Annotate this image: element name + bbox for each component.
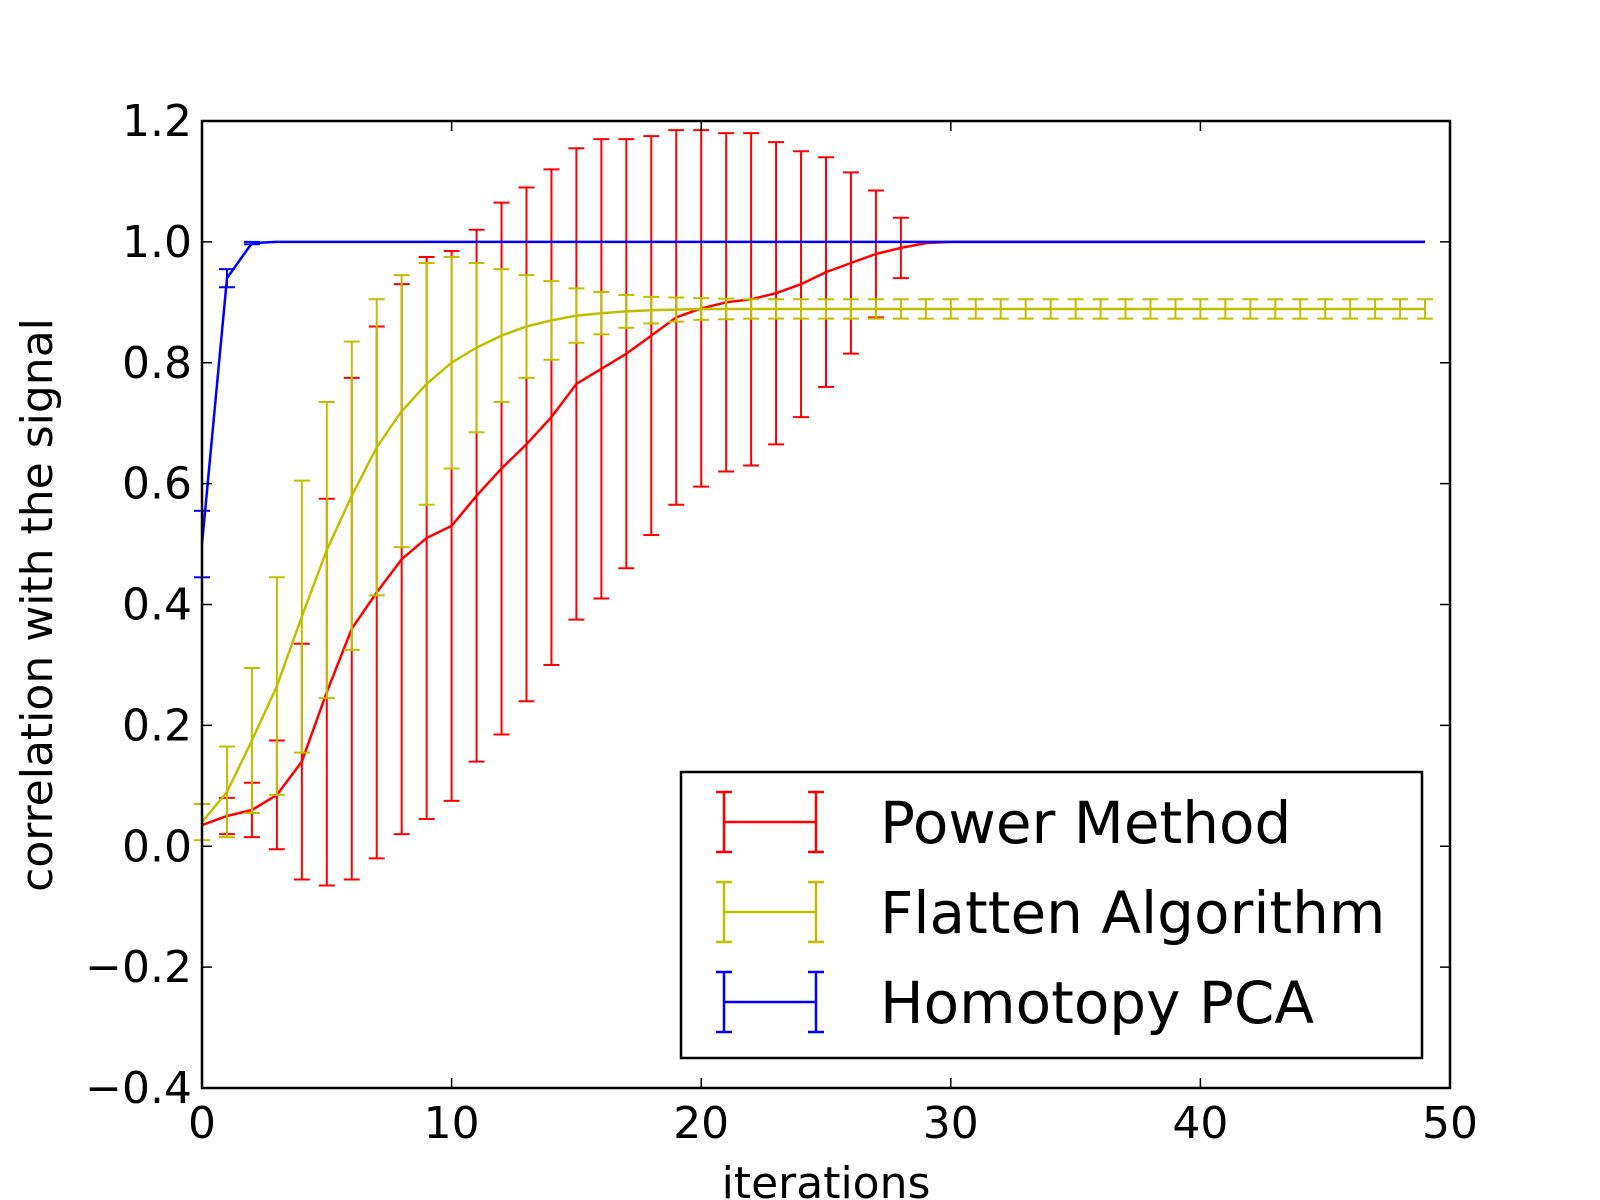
series-line bbox=[201, 307, 1425, 823]
legend-label: Homotopy PCA bbox=[880, 969, 1314, 1037]
x-tick-label: 50 bbox=[1422, 1098, 1478, 1149]
y-tick-label: −0.4 bbox=[85, 1063, 192, 1114]
x-tick-label: 40 bbox=[1172, 1098, 1228, 1149]
y-tick-label: 0.6 bbox=[122, 459, 192, 510]
y-tick-label: 0.0 bbox=[122, 821, 192, 872]
legend-label: Flatten Algorithm bbox=[880, 879, 1385, 947]
x-axis-label: iterations bbox=[722, 1158, 931, 1200]
series-line bbox=[201, 240, 1425, 827]
series-homotopy-pca bbox=[194, 240, 1425, 579]
series-layer bbox=[194, 129, 1434, 887]
legend-box bbox=[679, 770, 1424, 1060]
x-tick-label: 10 bbox=[424, 1098, 480, 1149]
y-axis-label: correlation with the signal bbox=[12, 318, 63, 892]
y-tick-label: 0.8 bbox=[122, 338, 192, 389]
legend-entry: Homotopy PCA bbox=[716, 969, 1314, 1037]
series-line bbox=[200, 240, 1425, 545]
x-tick-label: 30 bbox=[923, 1098, 979, 1149]
y-tick-label: 0.2 bbox=[122, 700, 192, 751]
y-tick-label: 1.0 bbox=[122, 217, 192, 268]
legend-entry: Power Method bbox=[716, 789, 1291, 857]
x-tick-label: 20 bbox=[673, 1098, 729, 1149]
axis-ticks: 0 10 20 30 40 50 −0.4 −0.2 0.0 0.2 0.4 0.6 0.8 1.0 1.2 bbox=[85, 96, 1478, 1149]
legend-label: Power Method bbox=[880, 789, 1291, 857]
y-tick-label: 0.4 bbox=[122, 580, 192, 631]
x-tick-label: 0 bbox=[188, 1098, 216, 1149]
legend: Power Method Flatten Algorithm Homotopy PC… bbox=[679, 770, 1424, 1060]
y-tick-label: −0.2 bbox=[85, 942, 192, 993]
series-flatten-algorithm bbox=[194, 255, 1434, 842]
y-tick-label: 1.2 bbox=[122, 96, 192, 147]
legend-entry: Flatten Algorithm bbox=[716, 879, 1385, 947]
